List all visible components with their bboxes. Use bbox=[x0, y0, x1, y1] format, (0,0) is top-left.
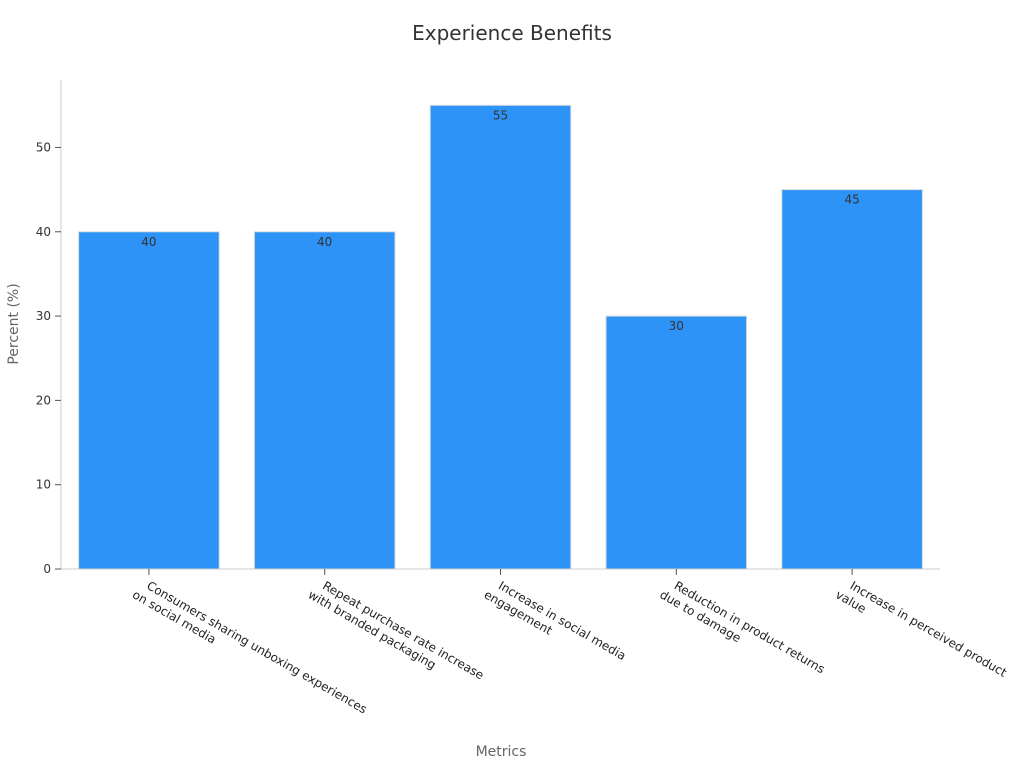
x-tick-label: Reduction in product returns bbox=[672, 578, 827, 676]
y-tick-label: 20 bbox=[36, 393, 51, 407]
bar bbox=[605, 315, 748, 570]
chart-title: Experience Benefits bbox=[412, 21, 612, 45]
x-tick-label: Increase in social media bbox=[496, 578, 628, 663]
y-tick-label: 50 bbox=[36, 140, 51, 154]
bar bbox=[429, 104, 572, 570]
bar bbox=[253, 231, 396, 570]
bars-group bbox=[78, 104, 923, 570]
bar-value-label: 55 bbox=[493, 108, 508, 122]
bar-value-label: 30 bbox=[669, 319, 684, 333]
x-tick-label: Increase in perceived product bbox=[848, 578, 1010, 679]
y-tick-label: 30 bbox=[36, 309, 51, 323]
bar bbox=[78, 231, 220, 570]
bar-value-label: 40 bbox=[317, 235, 332, 249]
y-tick-label: 10 bbox=[36, 478, 51, 492]
y-axis-label: Percent (%) bbox=[6, 283, 22, 364]
y-tick-label: 0 bbox=[43, 562, 51, 576]
x-tick-label: with branded packaging bbox=[306, 587, 439, 672]
bar bbox=[781, 189, 923, 570]
y-tick-label: 40 bbox=[36, 225, 51, 239]
x-tick-label: Repeat purchase rate increase bbox=[320, 578, 486, 682]
bar-value-label: 40 bbox=[141, 235, 156, 249]
axes-group bbox=[55, 80, 940, 575]
x-axis-label: Metrics bbox=[476, 744, 527, 760]
bar-value-label: 45 bbox=[844, 193, 859, 207]
